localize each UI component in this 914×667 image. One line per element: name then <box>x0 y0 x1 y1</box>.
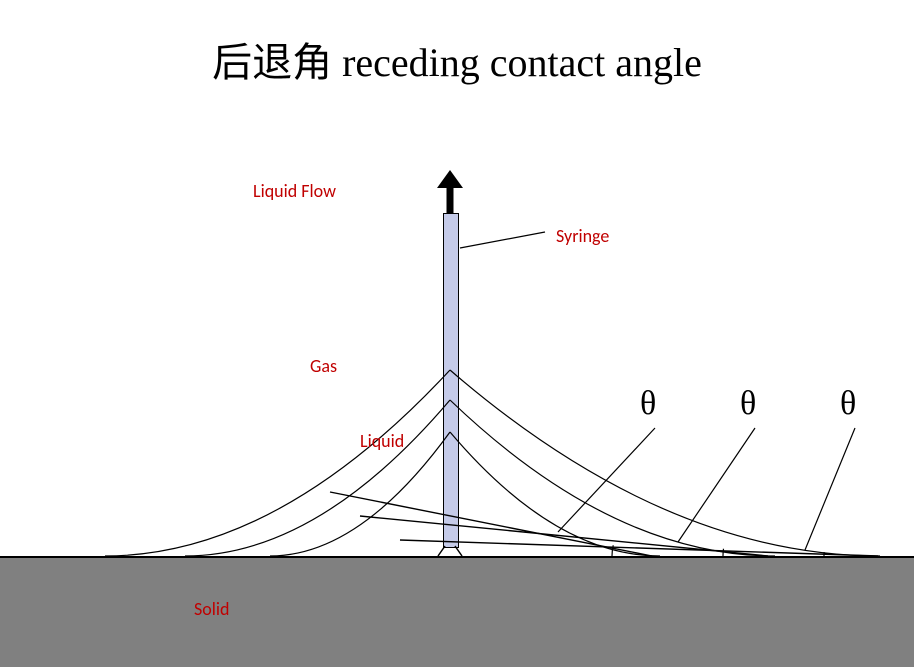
label-syringe: Syringe <box>556 225 609 247</box>
theta-2: θ <box>740 385 756 423</box>
diagram-svg <box>0 0 914 667</box>
label-liquid: Liquid <box>360 430 404 452</box>
theta-1: θ <box>640 385 656 423</box>
label-liquid-flow: Liquid Flow <box>253 180 336 202</box>
label-solid: Solid <box>194 598 229 620</box>
theta-3: θ <box>840 385 856 423</box>
label-gas: Gas <box>310 355 337 377</box>
